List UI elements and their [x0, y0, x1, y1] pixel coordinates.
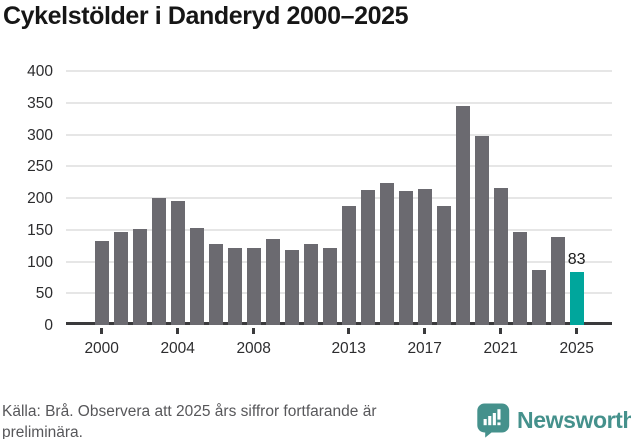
- y-axis-label: 250: [27, 158, 53, 176]
- x-axis-tick-2025: [575, 328, 579, 334]
- bar-2009: [265, 238, 280, 325]
- y-axis-label: 400: [27, 63, 53, 80]
- bar-2004: [170, 200, 185, 325]
- bar-2010: [284, 250, 299, 325]
- value-label-2025: 83: [567, 251, 586, 269]
- source-note: Källa: Brå. Observera att 2025 års siffr…: [2, 403, 377, 439]
- y-axis-label: 300: [27, 126, 53, 144]
- bar-2022: [512, 232, 527, 325]
- bar-2002: [132, 229, 147, 325]
- chart-title: Cykelstölder i Danderyd 2000–2025: [3, 2, 409, 30]
- bar-2017: [417, 189, 432, 325]
- gridline-250: [66, 165, 612, 168]
- bar-2005: [189, 227, 204, 325]
- bar-2021: [493, 188, 508, 325]
- bar-2012: [322, 248, 337, 325]
- gridline-150: [66, 228, 612, 231]
- x-axis-label: 2013: [331, 340, 366, 357]
- bar-2003: [151, 198, 166, 325]
- x-axis-tick-2004: [176, 328, 180, 334]
- plot-area: [66, 70, 612, 325]
- bar-2014: [360, 190, 375, 325]
- bar-2001: [113, 232, 128, 325]
- x-axis-label: 2004: [160, 340, 195, 357]
- x-axis-tick-2000: [100, 328, 104, 334]
- bar-2018: [436, 206, 451, 325]
- x-axis-label: 2008: [236, 340, 271, 357]
- y-axis-label: 200: [27, 190, 53, 207]
- gridline-300: [66, 133, 612, 136]
- y-axis-label: 0: [44, 317, 53, 334]
- y-axis-label: 100: [27, 253, 53, 271]
- x-axis-label: 2017: [407, 340, 442, 357]
- gridline-100: [66, 260, 612, 263]
- bar-2019: [455, 105, 470, 325]
- newsworthy-logo-icon: [477, 403, 510, 438]
- bar-2000: [94, 241, 109, 325]
- bar-2015: [379, 183, 394, 325]
- y-axis-label: 350: [27, 94, 53, 112]
- bar-2007: [227, 248, 242, 325]
- y-axis-label: 50: [35, 285, 53, 303]
- x-axis-label: 2025: [559, 340, 594, 357]
- bar-2008: [246, 248, 261, 325]
- x-axis-tick-2008: [252, 328, 256, 334]
- bar-2013: [341, 206, 356, 325]
- x-axis-tick-2021: [499, 328, 503, 334]
- gridline-350: [66, 101, 612, 104]
- gridline-400: [66, 70, 612, 72]
- x-axis-label: 2000: [84, 340, 119, 357]
- bar-2016: [398, 191, 413, 325]
- x-axis-tick-2013: [347, 328, 351, 334]
- newsworthy-logo: Newsworthy: [477, 403, 631, 438]
- gridline-50: [66, 292, 612, 295]
- y-axis-label: 150: [27, 221, 53, 239]
- gridline-200: [66, 197, 612, 199]
- bar-2023: [531, 269, 546, 325]
- x-axis-tick-2017: [423, 328, 427, 334]
- bar-2006: [208, 244, 223, 325]
- bar-2025: [569, 272, 584, 325]
- bar-2024: [550, 236, 565, 325]
- bar-2020: [474, 136, 489, 325]
- bar-2011: [303, 243, 318, 325]
- x-axis-label: 2021: [483, 340, 518, 357]
- newsworthy-logo-text: Newsworthy: [517, 407, 631, 433]
